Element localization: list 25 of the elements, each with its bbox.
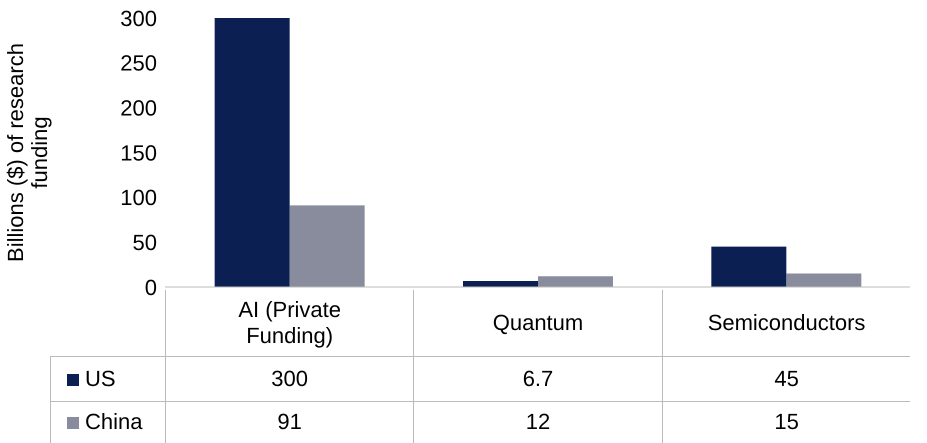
y-tick-label: 100 xyxy=(120,185,157,210)
data-label: 91 xyxy=(166,401,414,443)
y-axis-title: Billions ($) of research funding xyxy=(3,43,52,262)
y-tick-label: 250 xyxy=(120,50,157,76)
data-label: 15 xyxy=(662,401,910,443)
data-label: 300 xyxy=(166,356,414,401)
data-label: 45 xyxy=(662,356,910,401)
bar xyxy=(786,274,862,287)
bar xyxy=(290,205,365,287)
data-label: 6.7 xyxy=(414,356,662,401)
y-tick-label: 150 xyxy=(120,140,157,166)
x-tick-label: AI (Private Funding) xyxy=(166,290,414,356)
x-tick-label: Quantum xyxy=(414,290,662,356)
legend-label: US xyxy=(50,356,166,401)
bar xyxy=(214,18,290,287)
y-tick-label: 200 xyxy=(120,95,157,120)
y-tick-label: 300 xyxy=(120,6,157,31)
x-tick-label: Semiconductors xyxy=(662,290,910,356)
y-tick-label: 50 xyxy=(132,230,157,255)
bar xyxy=(463,280,538,287)
y-tick-label: 0 xyxy=(144,274,157,300)
bar xyxy=(711,246,786,287)
bar xyxy=(538,276,613,287)
data-label: 12 xyxy=(414,401,662,443)
legend-label: China xyxy=(50,401,166,443)
